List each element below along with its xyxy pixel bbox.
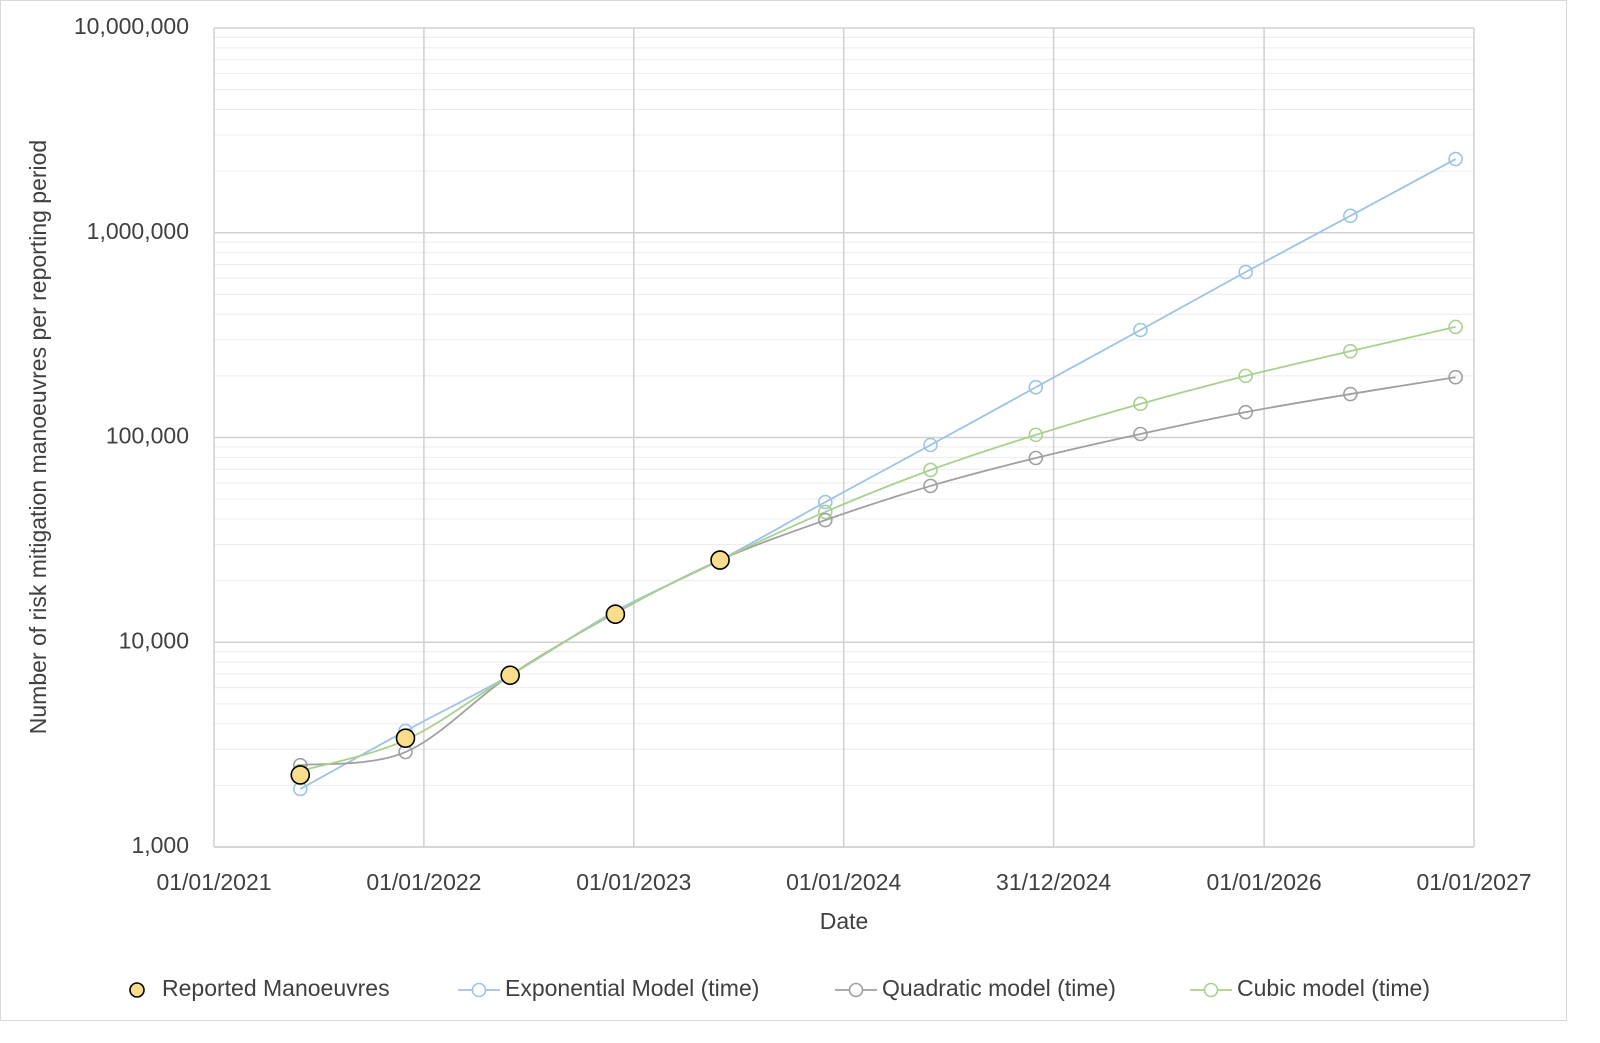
- chart-frame: [0, 0, 1567, 1021]
- series-line: [300, 325, 1456, 772]
- marker: [1343, 343, 1358, 359]
- y-tick-label: 100,000: [106, 423, 189, 449]
- legend-label: Quadratic model (time): [882, 975, 1116, 1001]
- y-tick-label: 10,000,000: [74, 13, 189, 39]
- marker: [1448, 151, 1463, 167]
- x-tick-label: 01/01/2027: [1416, 869, 1531, 895]
- x-tick-label: 01/01/2026: [1207, 869, 1322, 895]
- legend-label: Cubic model (time): [1237, 975, 1430, 1001]
- data-point: [290, 765, 311, 785]
- marker: [923, 478, 938, 494]
- marker: [818, 512, 833, 528]
- marker: [818, 494, 833, 510]
- legend-label: Reported Manoeuvres: [162, 975, 390, 1001]
- marker: [1028, 427, 1044, 443]
- y-tick-label: 1,000: [131, 832, 189, 858]
- marker: [1133, 322, 1148, 338]
- marker: [1238, 264, 1253, 280]
- y-tick-label: 10,000: [119, 627, 189, 653]
- marker: [923, 462, 938, 478]
- x-tick-label: 01/01/2023: [576, 869, 691, 895]
- marker: [1028, 450, 1044, 466]
- data-point: [710, 550, 730, 570]
- y-tick-label: 1,000,000: [87, 218, 189, 244]
- x-tick-label: 01/01/2021: [156, 869, 271, 895]
- marker: [1133, 396, 1148, 412]
- legend-label: Exponential Model (time): [505, 975, 759, 1001]
- marker: [1133, 426, 1148, 442]
- y-axis-label: Number of risk mitigation manoeuvres per…: [25, 140, 51, 734]
- marker: [1343, 208, 1358, 224]
- data-point: [500, 665, 520, 686]
- x-tick-label: 01/01/2022: [366, 869, 481, 895]
- marker: [1028, 379, 1044, 395]
- legend-marker: [129, 982, 145, 998]
- marker: [1238, 368, 1253, 384]
- series-line: [300, 376, 1456, 767]
- x-tick-label: 01/01/2024: [786, 869, 901, 895]
- marker: [1238, 404, 1253, 420]
- marker: [1448, 319, 1463, 335]
- marker: [1448, 369, 1463, 385]
- marker: [1343, 386, 1358, 402]
- legend-marker: [471, 982, 487, 998]
- marker: [923, 437, 938, 453]
- x-axis-label: Date: [820, 908, 869, 934]
- marker: [818, 504, 833, 520]
- x-tick-label: 31/12/2024: [996, 869, 1111, 895]
- data-point: [395, 728, 416, 748]
- data-point: [605, 604, 626, 625]
- legend-marker: [848, 982, 864, 998]
- legend-marker: [1203, 982, 1219, 998]
